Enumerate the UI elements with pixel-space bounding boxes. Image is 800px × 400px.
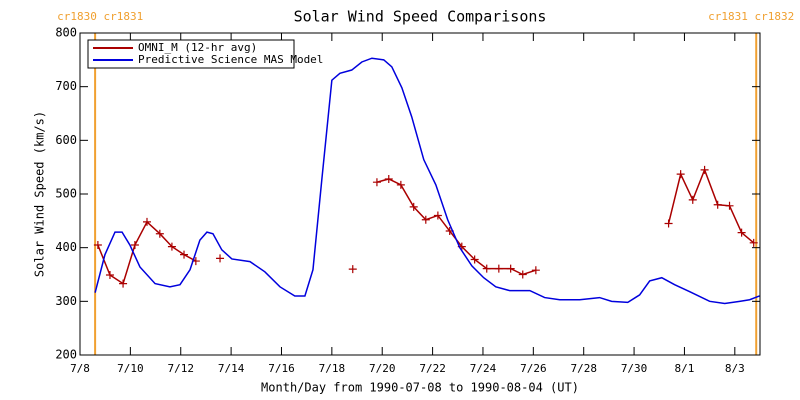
y-tick-label: 600 [55,133,77,147]
point-marker [676,170,685,179]
x-tick-label: 8/1 [675,362,695,375]
point-marker [105,271,114,280]
point-marker [688,195,697,204]
point-marker [180,250,189,259]
series-line [94,57,760,305]
point-marker [713,200,722,209]
point-marker [470,255,479,264]
y-tick-label: 200 [55,348,77,362]
point-marker [506,264,515,273]
point-marker [155,229,164,238]
chart-title: Solar Wind Speed Comparisons [294,8,547,26]
cr-label: cr1830 cr1831 [57,10,143,23]
x-tick-label: 7/10 [117,362,144,375]
x-axis-label: Month/Day from 1990-07-08 to 1990-08-04 … [261,381,579,395]
y-axis-label: Solar Wind Speed (km/s) [33,111,47,277]
point-marker [664,219,673,228]
x-tick-label: 7/18 [319,362,346,375]
point-marker [216,254,225,263]
x-tick-label: 7/26 [520,362,547,375]
x-tick-label: 7/14 [218,362,245,375]
y-tick-label: 700 [55,79,77,93]
point-marker [433,211,442,220]
point-marker [409,202,418,211]
point-marker [700,165,709,174]
point-marker [725,201,734,210]
point-marker [119,279,128,288]
y-tick-label: 500 [55,187,77,201]
y-tick-label: 400 [55,240,77,254]
y-tick-label: 300 [55,294,77,308]
x-tick-label: 7/30 [621,362,648,375]
legend-label: Predictive Science MAS Model [138,53,323,66]
x-tick-label: 7/20 [369,362,396,375]
point-marker [518,270,527,279]
point-marker [130,240,139,249]
y-tick-label: 800 [55,26,77,40]
point-marker [384,174,393,183]
point-marker [531,266,540,275]
x-tick-label: 7/22 [419,362,446,375]
point-marker [167,242,176,251]
x-tick-label: 7/8 [70,362,90,375]
point-marker [348,265,357,274]
point-marker [737,228,746,237]
point-marker [494,264,503,273]
x-tick-label: 8/3 [725,362,745,375]
point-marker [749,238,758,247]
x-tick-label: 7/24 [470,362,497,375]
legend-label: OMNI_M (12-hr avg) [138,41,257,54]
point-marker [482,264,491,273]
point-marker [142,217,151,226]
point-marker [396,180,405,189]
x-tick-label: 7/12 [167,362,194,375]
point-marker [93,240,102,249]
cr-label: cr1831 cr1832 [708,10,794,23]
legend-box [87,39,295,69]
x-tick-label: 7/28 [570,362,597,375]
x-tick-label: 7/16 [268,362,295,375]
point-marker [421,215,430,224]
point-marker [372,178,381,187]
